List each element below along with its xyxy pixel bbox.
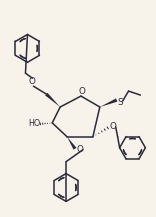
Text: O: O	[78, 87, 85, 96]
Polygon shape	[45, 93, 60, 107]
Text: S: S	[118, 98, 123, 107]
Text: HO: HO	[28, 119, 41, 128]
Polygon shape	[67, 137, 76, 150]
Text: O: O	[77, 145, 83, 154]
Text: O: O	[29, 77, 36, 86]
Polygon shape	[100, 99, 117, 107]
Text: O: O	[109, 122, 116, 131]
